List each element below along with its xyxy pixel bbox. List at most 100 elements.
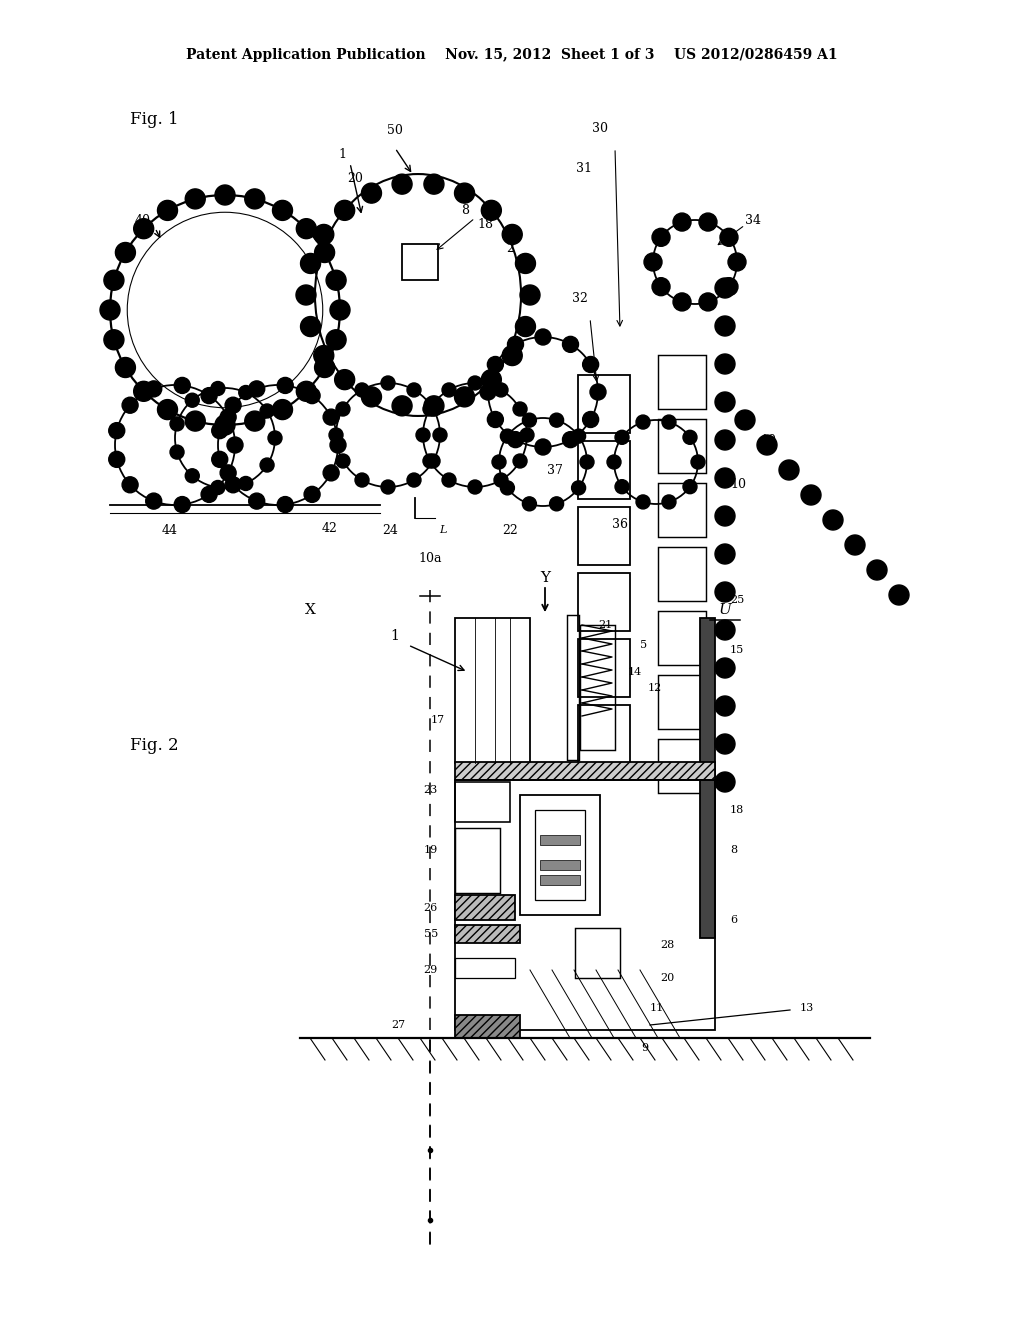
Circle shape [715,620,735,640]
Bar [455,895,515,920]
Circle shape [300,253,321,273]
Bar [658,418,706,473]
Text: 9: 9 [641,1043,648,1053]
Circle shape [103,271,124,290]
Circle shape [185,189,205,209]
Circle shape [715,354,735,374]
Circle shape [227,437,243,453]
Circle shape [158,201,177,220]
Bar [578,441,630,499]
Circle shape [245,189,265,209]
Circle shape [260,404,274,418]
Circle shape [607,455,621,469]
Text: 34: 34 [745,214,761,227]
Bar [578,507,630,565]
Text: 50: 50 [387,124,402,136]
Text: 20: 20 [660,973,674,983]
Circle shape [201,486,217,503]
Circle shape [300,317,321,337]
Text: 31: 31 [575,161,592,174]
Circle shape [314,243,335,263]
Circle shape [304,486,321,503]
Bar [455,618,530,763]
Text: 42: 42 [323,521,338,535]
Circle shape [442,383,456,397]
Text: 18: 18 [730,805,744,814]
Circle shape [225,397,241,413]
Circle shape [416,428,430,442]
Text: Fig. 1: Fig. 1 [130,111,178,128]
Text: 8: 8 [730,845,737,855]
Circle shape [215,185,234,205]
Circle shape [407,473,421,487]
Bar [658,546,706,601]
Circle shape [442,473,456,487]
Text: 18: 18 [477,219,493,231]
Circle shape [801,484,821,506]
Circle shape [278,496,293,512]
Circle shape [735,411,755,430]
Text: 26: 26 [424,903,438,913]
Circle shape [220,409,237,425]
Text: 21: 21 [598,620,612,630]
Circle shape [170,445,184,459]
Circle shape [174,378,190,393]
Circle shape [683,479,697,494]
Circle shape [330,300,350,319]
Circle shape [268,432,282,445]
Circle shape [424,396,444,416]
Circle shape [487,356,504,372]
Text: Fig. 2: Fig. 2 [130,737,178,754]
Circle shape [381,376,395,389]
Circle shape [494,473,508,487]
Bar [455,828,500,894]
Circle shape [109,422,125,438]
Circle shape [239,477,253,491]
Circle shape [468,480,482,494]
Circle shape [329,428,343,442]
Circle shape [652,228,670,247]
Text: 5: 5 [640,640,647,649]
Text: 10: 10 [730,479,746,491]
Circle shape [109,451,125,467]
Circle shape [134,219,154,239]
Circle shape [424,174,444,194]
Bar [455,762,715,780]
Circle shape [361,183,382,203]
Circle shape [487,412,504,428]
Circle shape [423,403,437,416]
Circle shape [278,378,293,393]
Bar [578,639,630,697]
Circle shape [480,384,496,400]
Circle shape [313,224,334,244]
Text: 32: 32 [572,292,588,305]
Circle shape [116,358,135,378]
Circle shape [522,413,537,428]
Text: L: L [439,525,446,535]
Circle shape [823,510,843,531]
Circle shape [673,213,691,231]
Text: 25: 25 [730,595,744,605]
Circle shape [313,346,334,366]
Circle shape [636,495,650,510]
Text: 23: 23 [424,785,438,795]
Circle shape [185,411,205,432]
Bar [520,795,600,915]
Bar [455,780,715,1030]
Circle shape [550,496,563,511]
Circle shape [715,582,735,602]
Circle shape [324,465,339,480]
Text: 1: 1 [390,630,399,643]
Circle shape [481,370,502,389]
Circle shape [715,315,735,337]
Circle shape [272,400,293,420]
Circle shape [249,494,265,510]
Circle shape [326,271,346,290]
Circle shape [174,496,190,512]
Circle shape [185,469,200,483]
Circle shape [134,381,154,401]
Circle shape [715,696,735,715]
Circle shape [272,201,293,220]
Circle shape [215,414,234,436]
Circle shape [583,356,599,372]
